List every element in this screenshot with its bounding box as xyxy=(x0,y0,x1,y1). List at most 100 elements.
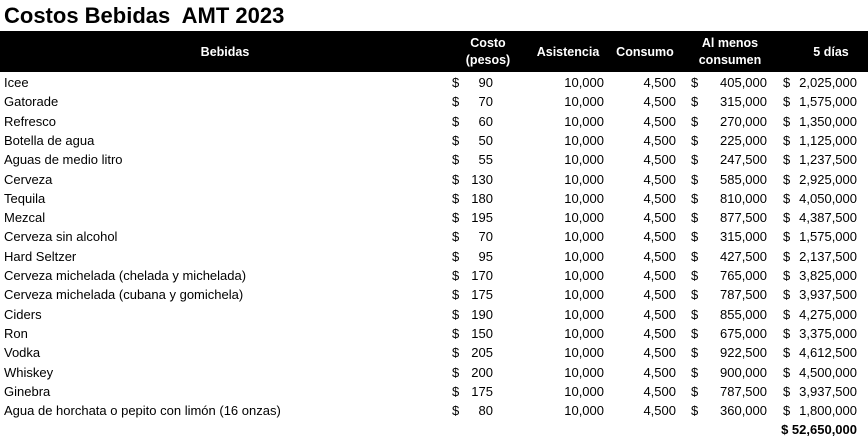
cell-value: 3,937,500 xyxy=(799,287,857,303)
cell-value: 315,000 xyxy=(720,229,767,245)
cell-value: 4,500 xyxy=(643,229,676,245)
item-name: Whiskey xyxy=(4,364,54,380)
currency-sign: $ xyxy=(691,113,699,129)
cell-value: 10,000 xyxy=(564,132,604,148)
cell-value: 10,000 xyxy=(564,229,604,245)
cell-value: 10,000 xyxy=(564,190,604,206)
column-header: Bebidas xyxy=(200,44,250,59)
currency-sign: $ xyxy=(783,364,791,380)
column-header: Costo (pesos) xyxy=(465,36,511,67)
cell-value: 787,500 xyxy=(720,383,767,399)
item-name: Cerveza michelada (cubana y gomichela) xyxy=(4,287,244,303)
currency-sign: $ xyxy=(452,403,460,419)
cell-value: 4,500 xyxy=(643,210,676,226)
currency-sign: $ xyxy=(452,152,460,168)
currency-sign: $ xyxy=(783,210,791,226)
currency-sign: $ xyxy=(783,132,791,148)
currency-sign: $ xyxy=(783,383,791,399)
cell-value: 4,500 xyxy=(643,268,676,283)
currency-sign: $ xyxy=(691,403,699,419)
column-header: Asistencia xyxy=(536,44,600,59)
currency-sign: $ xyxy=(691,75,699,90)
cell-value: 360,000 xyxy=(720,403,767,419)
currency-sign: $ xyxy=(783,287,791,303)
currency-sign: $ xyxy=(452,94,460,110)
currency-sign: $ xyxy=(452,132,460,148)
item-name: Gatorade xyxy=(4,94,59,110)
cell-value: 170 xyxy=(471,268,493,283)
cell-value: 4,500 xyxy=(643,287,676,303)
cell-value: 765,000 xyxy=(720,268,767,283)
grand-total: $ 52,650,000 xyxy=(781,422,857,438)
currency-sign: $ xyxy=(783,75,791,90)
cell-value: 1,125,000 xyxy=(799,132,857,148)
currency-sign: $ xyxy=(691,229,699,245)
column-header: 5 días xyxy=(813,44,849,59)
cell-value: 4,500 xyxy=(643,113,676,129)
cell-value: 10,000 xyxy=(564,325,604,341)
currency-sign: $ xyxy=(691,325,699,341)
cell-value: 175 xyxy=(471,287,493,303)
item-name: Aguas de medio litro xyxy=(4,152,123,168)
cell-value: 877,500 xyxy=(720,210,767,226)
cell-value: 60 xyxy=(478,113,493,129)
cell-value: 900,000 xyxy=(720,364,767,380)
cell-value: 675,000 xyxy=(720,325,767,341)
cell-value: 10,000 xyxy=(564,248,604,264)
cell-value: 4,500 xyxy=(643,171,676,187)
cell-value: 4,500 xyxy=(643,94,676,110)
cell-value: 4,612,500 xyxy=(799,345,857,361)
cell-value: 4,500 xyxy=(643,383,676,399)
cell-value: 787,500 xyxy=(720,287,767,303)
cell-value: 3,825,000 xyxy=(799,268,857,283)
item-name: Botella de agua xyxy=(4,132,95,148)
cell-value: 70 xyxy=(478,94,493,110)
currency-sign: $ xyxy=(783,229,791,245)
currency-sign: $ xyxy=(452,383,460,399)
currency-sign: $ xyxy=(452,345,460,361)
cell-value: 10,000 xyxy=(564,171,604,187)
cell-value: 4,500 xyxy=(643,152,676,168)
cell-value: 4,275,000 xyxy=(799,306,857,322)
item-name: Vodka xyxy=(4,345,41,361)
item-name: Mezcal xyxy=(4,210,46,226)
item-name: Tequila xyxy=(4,190,46,206)
cell-value: 10,000 xyxy=(564,306,604,322)
cell-value: 190 xyxy=(471,306,493,322)
currency-sign: $ xyxy=(783,171,791,187)
currency-sign: $ xyxy=(452,268,460,283)
cell-value: 315,000 xyxy=(720,94,767,110)
item-name: Cerveza michelada (chelada y michelada) xyxy=(4,268,247,283)
column-header: Consumo xyxy=(616,44,674,59)
cell-value: 4,500,000 xyxy=(799,364,857,380)
cell-value: 70 xyxy=(478,229,493,245)
cell-value: 200 xyxy=(471,364,493,380)
cell-value: 1,350,000 xyxy=(799,113,857,129)
currency-sign: $ xyxy=(691,248,699,264)
cell-value: 247,500 xyxy=(720,152,767,168)
cell-value: 1,800,000 xyxy=(799,403,857,419)
cell-value: 225,000 xyxy=(720,132,767,148)
cell-value: 405,000 xyxy=(720,75,767,90)
item-name: Ciders xyxy=(4,306,42,322)
item-name: Refresco xyxy=(4,113,57,129)
cell-value: 4,500 xyxy=(643,248,676,264)
currency-sign: $ xyxy=(783,94,791,110)
cell-value: 4,387,500 xyxy=(799,210,857,226)
cell-value: 10,000 xyxy=(564,287,604,303)
currency-sign: $ xyxy=(783,403,791,419)
column-header: Al menos consumen xyxy=(698,36,762,67)
cell-value: 4,500 xyxy=(643,364,676,380)
cell-value: 10,000 xyxy=(564,75,604,90)
item-name: Ginebra xyxy=(4,383,51,399)
currency-sign: $ xyxy=(691,345,699,361)
currency-sign: $ xyxy=(691,306,699,322)
cell-value: 1,575,000 xyxy=(799,94,857,110)
cell-value: 130 xyxy=(471,171,493,187)
cell-value: 3,937,500 xyxy=(799,383,857,399)
cell-value: 80 xyxy=(478,403,493,419)
item-name: Cerveza xyxy=(4,171,53,187)
cell-value: 10,000 xyxy=(564,345,604,361)
cell-value: 150 xyxy=(471,325,493,341)
